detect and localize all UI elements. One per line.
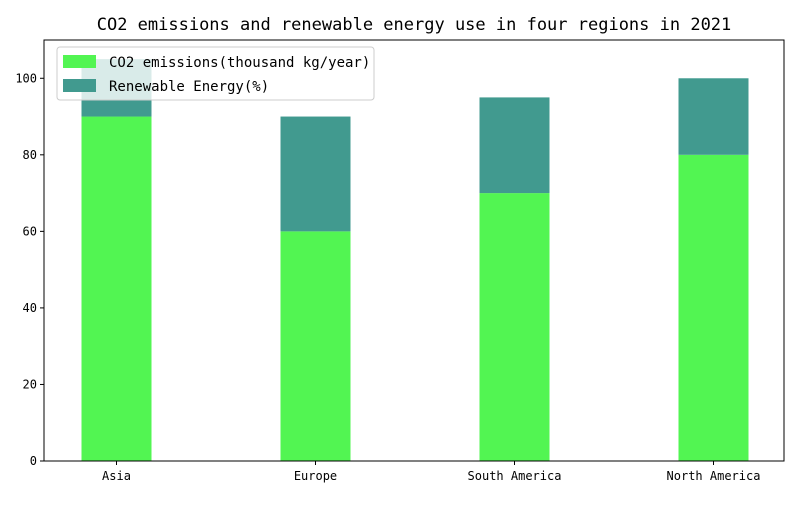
x-tick-label: Europe: [294, 469, 337, 483]
y-tick-label: 80: [23, 148, 37, 162]
y-axis: 0 20 40 60 80 100: [15, 71, 44, 468]
legend-box: [56, 46, 375, 101]
bar-north-america-series-2: [678, 78, 749, 155]
bar-asia-series-1: [81, 116, 152, 461]
x-tick-label: North America: [667, 469, 761, 483]
legend: CO2 emissions(thousand kg/year) Renewable…: [56, 46, 375, 101]
legend-swatch: [63, 79, 96, 92]
bars-group: [81, 59, 749, 461]
plot-frame: [43, 39, 785, 462]
x-axis: Asia Europe South America North America: [102, 461, 760, 483]
bar-north-america-series-1: [678, 154, 749, 461]
legend-label: CO2 emissions(thousand kg/year): [109, 55, 370, 71]
x-tick-label: South America: [468, 469, 562, 483]
y-tick-label: 40: [23, 301, 37, 315]
bar-south-america-series-1: [479, 193, 550, 461]
legend-swatch: [63, 55, 96, 68]
chart-title: CO2 emissions and renewable energy use i…: [97, 15, 732, 35]
y-tick-label: 20: [23, 377, 37, 391]
y-tick-label: 60: [23, 224, 37, 238]
bar-south-america-series-2: [479, 97, 550, 194]
x-tick-label: Asia: [102, 469, 131, 483]
bar-europe-series-2: [280, 116, 351, 232]
y-tick-label: 100: [15, 71, 37, 85]
y-tick-label: 0: [30, 454, 37, 468]
bar-europe-series-1: [280, 231, 351, 461]
legend-label: Renewable Energy(%): [109, 79, 269, 95]
